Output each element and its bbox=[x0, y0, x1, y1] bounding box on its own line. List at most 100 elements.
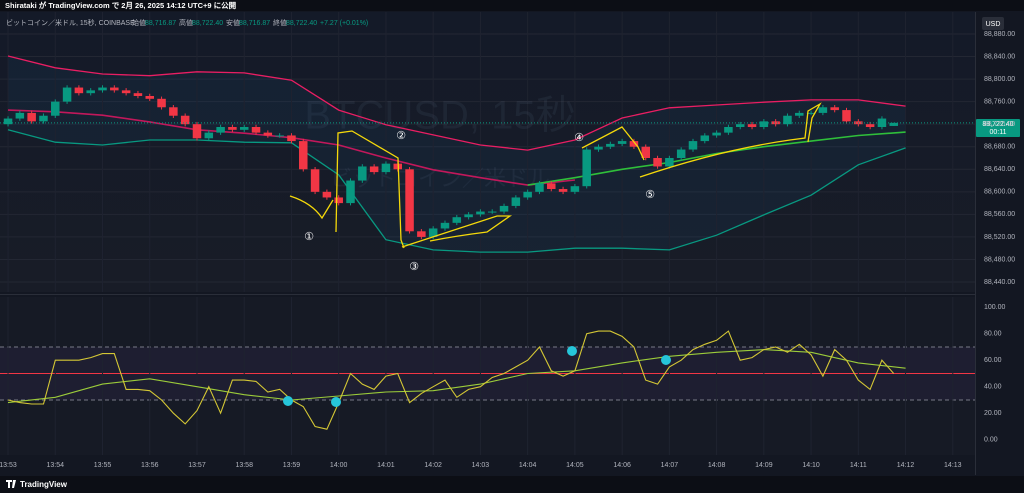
y-tick-label: 88,880.00 bbox=[984, 31, 1015, 38]
candle-body bbox=[795, 112, 804, 116]
x-tick-label: 14:12 bbox=[897, 462, 915, 469]
x-tick-label: 14:13 bbox=[944, 462, 962, 469]
band-upper bbox=[7, 55, 906, 151]
countdown: 00:11 bbox=[990, 129, 1007, 136]
candle-body bbox=[74, 87, 84, 94]
candle-body bbox=[865, 124, 875, 127]
candle-body bbox=[606, 143, 615, 147]
candle-body bbox=[51, 101, 60, 116]
x-tick-label: 13:59 bbox=[283, 462, 301, 469]
candle-body bbox=[381, 163, 391, 173]
candle-body bbox=[98, 87, 107, 91]
candle-body bbox=[629, 141, 639, 147]
candle-body bbox=[369, 166, 379, 173]
drawing bbox=[289, 130, 405, 249]
y-tick-label: 80.00 bbox=[984, 331, 1002, 338]
currency[interactable]: USD bbox=[986, 21, 1001, 28]
candle-body bbox=[476, 211, 485, 215]
x-tick-label: 13:53 bbox=[0, 462, 17, 469]
legend-label: 高値 bbox=[179, 18, 193, 27]
annotation: ① bbox=[304, 231, 314, 243]
legend-label: 始値 bbox=[132, 18, 146, 27]
x-tick-label: 13:57 bbox=[188, 462, 206, 469]
candle-body bbox=[547, 183, 556, 190]
candle-body bbox=[842, 110, 851, 122]
x-tick-label: 14:02 bbox=[424, 462, 442, 469]
candle-body bbox=[724, 126, 733, 133]
y-tick-label: 88,840.00 bbox=[984, 53, 1015, 60]
annotations: ① ② ③ ④ ⑤ bbox=[304, 130, 655, 273]
x-tick-label: 14:01 bbox=[377, 462, 395, 469]
y-tick-label: 88,440.00 bbox=[984, 279, 1015, 286]
candle-body bbox=[310, 169, 320, 192]
candle-body bbox=[334, 197, 343, 204]
candle-body bbox=[157, 98, 166, 108]
candle-body bbox=[487, 211, 497, 213]
candle-body bbox=[665, 158, 674, 167]
candle-body bbox=[712, 132, 721, 136]
annotation: ④ bbox=[574, 132, 584, 144]
candle-body bbox=[192, 124, 202, 139]
x-tick-label: 14:03 bbox=[472, 462, 490, 469]
last-price: 88,722.40 bbox=[982, 121, 1013, 128]
currency-badge[interactable] bbox=[982, 17, 1004, 30]
candle-body bbox=[110, 87, 119, 91]
candle-body bbox=[877, 118, 887, 127]
candle-body bbox=[582, 149, 591, 187]
y-tick-label: 0.00 bbox=[984, 437, 998, 444]
y-tick-label: 40.00 bbox=[984, 384, 1002, 391]
candle-body bbox=[452, 217, 462, 223]
watermark: BTCUSD, 15秒 bbox=[304, 94, 575, 138]
watermark-sub: ビットコイン／米ドル bbox=[330, 166, 550, 191]
candle-body bbox=[653, 158, 662, 167]
x-tick-label: 14:06 bbox=[613, 462, 631, 469]
candle-body bbox=[771, 121, 780, 125]
rsi-dot bbox=[283, 396, 293, 406]
x-tick-label: 14:08 bbox=[708, 462, 726, 469]
candle-body bbox=[617, 141, 627, 144]
candle-body bbox=[86, 90, 95, 94]
candle-body bbox=[594, 146, 603, 150]
y-tick-label: 100.00 bbox=[984, 304, 1006, 311]
legend-label: 安値 bbox=[226, 18, 240, 27]
candle-body bbox=[747, 124, 757, 127]
legend-change: +7.27 (+0.01%) bbox=[320, 20, 368, 27]
candle-body bbox=[889, 122, 899, 126]
rsi-line bbox=[7, 330, 895, 430]
x-tick-label: 14:05 bbox=[566, 462, 584, 469]
x-tick-label: 14:04 bbox=[519, 462, 537, 469]
y-tick-label: 88,760.00 bbox=[984, 98, 1015, 105]
x-tick-label: 14:07 bbox=[661, 462, 679, 469]
x-tick-label: 14:09 bbox=[755, 462, 773, 469]
candle-body bbox=[558, 189, 568, 192]
candle-body bbox=[735, 124, 745, 127]
y-tick-label: 88,520.00 bbox=[984, 234, 1015, 241]
candle-body bbox=[405, 169, 414, 232]
published: Shirataki が TradingView.com で 2月 26, 202… bbox=[5, 0, 237, 10]
candle-body bbox=[535, 183, 544, 192]
rsi-dot bbox=[661, 355, 671, 365]
candle-body bbox=[15, 112, 25, 119]
candle-body bbox=[62, 87, 72, 102]
candle-body bbox=[133, 93, 143, 96]
candle-body bbox=[830, 107, 839, 111]
candle-body bbox=[440, 222, 450, 229]
candle-body bbox=[346, 180, 355, 204]
candle-body bbox=[275, 135, 284, 137]
annotation: ③ bbox=[409, 261, 419, 273]
last-price-badge bbox=[976, 119, 1020, 137]
rsi-pane bbox=[0, 297, 975, 455]
price-pane bbox=[0, 12, 975, 292]
y-tick-label: 88,560.00 bbox=[984, 211, 1015, 218]
candle-body bbox=[688, 141, 698, 150]
legend-value: 88,722.40 bbox=[286, 20, 317, 27]
candle-body bbox=[358, 166, 367, 181]
x-tick-label: 14:10 bbox=[802, 462, 820, 469]
legend-label: 終値 bbox=[273, 18, 287, 27]
candle-body bbox=[499, 205, 509, 212]
legend-value: 88,722.40 bbox=[192, 20, 223, 27]
candle-body bbox=[299, 141, 308, 170]
annotation: ② bbox=[396, 130, 406, 142]
logo bbox=[6, 480, 16, 488]
